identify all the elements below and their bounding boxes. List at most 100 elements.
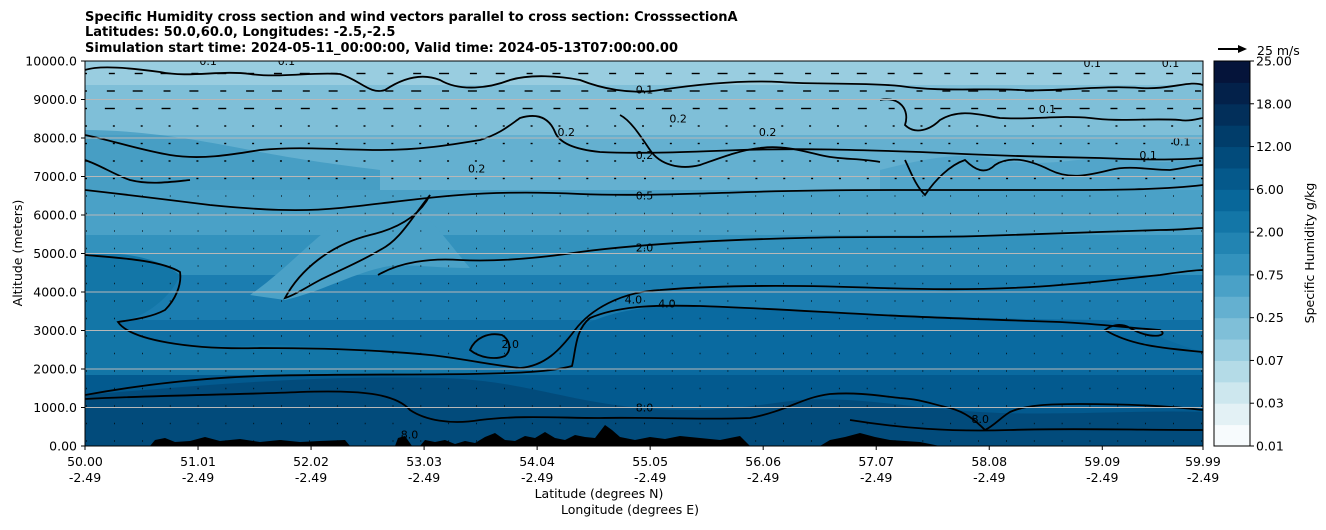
contour-label: 8.0 bbox=[972, 413, 990, 426]
x-tick-label-latitude: 56.06 bbox=[745, 454, 781, 469]
y-tick-label: 9000.0 bbox=[33, 92, 77, 107]
colorbar-tick-label: 0.03 bbox=[1256, 396, 1284, 411]
contour-line-0.1 bbox=[904, 158, 1203, 197]
contour-label: 0.1 bbox=[1162, 57, 1180, 70]
x-tick-label-longitude: -2.49 bbox=[521, 470, 553, 485]
y-tick-label: 5000.0 bbox=[33, 246, 77, 261]
contour-line-0.2 bbox=[85, 159, 191, 184]
humidity-region-moist-left bbox=[85, 253, 470, 375]
colorbar-segment bbox=[1214, 167, 1250, 190]
contour-line-4.0 bbox=[85, 304, 1203, 396]
contour-label: 4.0 bbox=[625, 294, 643, 307]
wind-key: 25 m/s bbox=[1218, 43, 1300, 58]
contour-line-8.0 bbox=[85, 390, 1203, 432]
colorbar-segment bbox=[1214, 146, 1250, 169]
x-tick-label-longitude: -2.49 bbox=[747, 470, 779, 485]
wind-key-label: 25 m/s bbox=[1257, 43, 1300, 58]
colorbar-segment bbox=[1214, 360, 1250, 383]
colorbar-tick-label: 0.01 bbox=[1256, 439, 1284, 454]
colorbar-segment bbox=[1214, 274, 1250, 297]
wind-vectors bbox=[85, 72, 1203, 442]
x-tick-label-latitude: 58.08 bbox=[971, 454, 1007, 469]
chart-title-line-2: Latitudes: 50.0,60.0, Longitudes: -2.5,-… bbox=[85, 25, 395, 40]
contour-line-0.2 bbox=[85, 115, 1203, 161]
contour-line-2.0 bbox=[377, 227, 1203, 276]
x-tick-label-latitude: 53.03 bbox=[406, 454, 442, 469]
contour-line-0.1 bbox=[85, 66, 1203, 93]
x-tick-label-longitude: -2.49 bbox=[1086, 470, 1118, 485]
colorbar-tick-label: 18.00 bbox=[1256, 96, 1292, 111]
plot-area: 0.1 0.1 0.1 0.2 0.2 0.2 0.2 0.1 0.1 0.1 0.1 0.1 0.2 0… bbox=[85, 55, 1203, 446]
x-axis-label-longitude: Longitude (degrees E) bbox=[561, 502, 699, 517]
x-tick-label-latitude: 52.02 bbox=[293, 454, 329, 469]
x-tick-label-longitude: -2.49 bbox=[973, 470, 1005, 485]
colorbar-segment bbox=[1214, 189, 1250, 212]
contour-line-0.1 bbox=[619, 114, 881, 168]
x-tick-label-latitude: 54.04 bbox=[519, 454, 555, 469]
contour-label: 0.2 bbox=[759, 126, 777, 139]
colorbar: 0.01 0.03 0.07 0.25 0.75 2.00 6.00 12.00 18.00 25… bbox=[1213, 54, 1292, 454]
chart-title-line-1: Specific Humidity cross section and wind… bbox=[85, 10, 738, 25]
colorbar-segment bbox=[1214, 339, 1250, 361]
colorbar-label: Specific Humidity g/kg bbox=[1302, 183, 1317, 324]
colorbar-segment bbox=[1214, 253, 1250, 276]
y-tick-label: 8000.0 bbox=[33, 131, 77, 146]
humidity-band bbox=[85, 235, 1203, 275]
y-tick-label: 4000.0 bbox=[33, 285, 77, 300]
contour-label: 0.1 bbox=[199, 55, 217, 68]
x-tick-label-longitude: -2.49 bbox=[182, 470, 214, 485]
contour-line-2.0 bbox=[85, 254, 1203, 369]
colorbar-segment bbox=[1214, 125, 1250, 148]
x-tick-label-latitude: 57.07 bbox=[858, 454, 894, 469]
contour-label: 0.1 bbox=[1173, 136, 1191, 149]
y-tick-label: 6000.0 bbox=[33, 208, 77, 223]
contour-lines bbox=[85, 66, 1203, 432]
y-tick-label: 2000.0 bbox=[33, 362, 77, 377]
colorbar-tick-label: 0.07 bbox=[1256, 353, 1284, 368]
colorbar-frame bbox=[1213, 60, 1251, 447]
wind-key-arrowhead-icon bbox=[1238, 45, 1247, 53]
contour-label: 0.1 bbox=[1039, 103, 1057, 116]
contour-label: 0.2 bbox=[636, 149, 654, 162]
colorbar-segment bbox=[1214, 424, 1250, 447]
colorbar-segment bbox=[1214, 210, 1250, 233]
humidity-region-dry-wedge bbox=[250, 199, 470, 300]
colorbar-segment bbox=[1214, 61, 1250, 83]
contour-label: 2.0 bbox=[636, 242, 654, 255]
contour-label: 8.0 bbox=[401, 428, 419, 441]
x-tick-label-longitude: -2.49 bbox=[860, 470, 892, 485]
colorbar-segment bbox=[1214, 103, 1250, 126]
y-tick-label: 7000.0 bbox=[33, 169, 77, 184]
colorbar-segment bbox=[1214, 296, 1250, 319]
colorbar-tick-label: 2.00 bbox=[1256, 225, 1284, 240]
y-tick-label: 0.00 bbox=[49, 439, 77, 454]
contour-label: 0.1 bbox=[278, 55, 296, 68]
contour-label: 0.1 bbox=[1083, 57, 1101, 70]
x-tick-label-longitude: -2.49 bbox=[408, 470, 440, 485]
humidity-region-upper-moist bbox=[85, 130, 380, 190]
contour-line-2.0 bbox=[283, 194, 431, 300]
chart-title-line-3: Simulation start time: 2024-05-11_00:00:… bbox=[85, 41, 678, 56]
y-tick-label: 3000.0 bbox=[33, 323, 77, 338]
contour-label: 4.0 bbox=[658, 297, 676, 310]
x-tick-label-longitude: -2.49 bbox=[295, 470, 327, 485]
x-tick-label-latitude: 59.99 bbox=[1185, 454, 1221, 469]
contour-line-0.1 bbox=[879, 98, 1203, 132]
contour-line-0.5 bbox=[85, 184, 1203, 212]
humidity-band bbox=[85, 190, 1203, 235]
contour-label: 0.2 bbox=[557, 126, 575, 139]
gridlines bbox=[85, 99, 1203, 408]
x-tick-label-latitude: 51.01 bbox=[180, 454, 216, 469]
x-tick-label-latitude: 59.09 bbox=[1084, 454, 1120, 469]
colorbar-tick-label: 25.00 bbox=[1256, 54, 1292, 69]
contour-label: 0.5 bbox=[636, 190, 654, 203]
colorbar-segment bbox=[1214, 317, 1250, 340]
y-axis-label: Altitude (meters) bbox=[10, 200, 25, 307]
contour-label: 0.2 bbox=[468, 163, 486, 176]
y-tick-label: 1000.0 bbox=[33, 400, 77, 415]
colorbar-tick-label: 0.75 bbox=[1256, 267, 1284, 282]
x-tick-label-longitude: -2.49 bbox=[634, 470, 666, 485]
colorbar-tick-label: 6.00 bbox=[1256, 182, 1284, 197]
contour-line-8.0 bbox=[849, 419, 1203, 432]
